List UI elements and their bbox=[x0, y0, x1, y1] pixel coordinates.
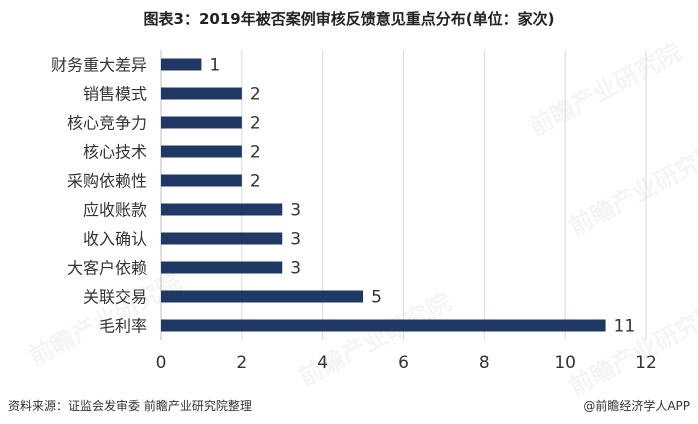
data-label: 11 bbox=[614, 317, 636, 337]
x-tick-label: 10 bbox=[554, 353, 576, 373]
x-tick-label: 12 bbox=[635, 353, 657, 373]
y-category-label: 核心技术 bbox=[83, 143, 147, 162]
y-category-label: 应收账款 bbox=[83, 201, 147, 220]
bar bbox=[161, 319, 606, 332]
x-tick-label: 0 bbox=[156, 353, 167, 373]
y-category-label: 财务重大差异 bbox=[51, 56, 147, 75]
bar bbox=[161, 58, 202, 71]
source-note: 资料来源：证监会发审委 前瞻产业研究院整理 bbox=[8, 399, 252, 413]
data-label: 2 bbox=[250, 143, 261, 163]
bar bbox=[161, 174, 242, 187]
x-tick-label: 6 bbox=[398, 353, 409, 373]
y-category-label: 收入确认 bbox=[83, 230, 147, 249]
bar bbox=[161, 203, 283, 216]
data-label: 1 bbox=[209, 56, 220, 76]
y-category-label: 销售模式 bbox=[83, 85, 147, 104]
bar bbox=[161, 232, 283, 245]
data-label: 2 bbox=[250, 172, 261, 192]
data-label: 5 bbox=[371, 288, 382, 308]
x-tick-label: 2 bbox=[236, 353, 247, 373]
y-category-label: 核心竞争力 bbox=[67, 114, 147, 133]
y-category-label: 采购依赖性 bbox=[67, 172, 147, 191]
data-label: 2 bbox=[250, 114, 261, 134]
x-tick-label: 8 bbox=[479, 353, 490, 373]
data-label: 3 bbox=[290, 259, 301, 279]
data-label: 2 bbox=[250, 85, 261, 105]
y-category-label: 大客户依赖 bbox=[67, 259, 147, 278]
data-label: 3 bbox=[290, 230, 301, 250]
bar bbox=[161, 261, 283, 274]
y-category-label: 毛利率 bbox=[99, 317, 147, 336]
bar bbox=[161, 290, 364, 303]
bar bbox=[161, 145, 242, 158]
chart-title: 图表3：2019年被否案例审核反馈意见重点分布(单位：家次) bbox=[143, 10, 555, 28]
bar bbox=[161, 87, 242, 100]
bar bbox=[161, 116, 242, 129]
brand-credit: @前瞻经济学人APP bbox=[583, 399, 690, 413]
y-category-label: 关联交易 bbox=[83, 288, 147, 307]
data-label: 3 bbox=[290, 201, 301, 221]
x-tick-label: 4 bbox=[317, 353, 328, 373]
